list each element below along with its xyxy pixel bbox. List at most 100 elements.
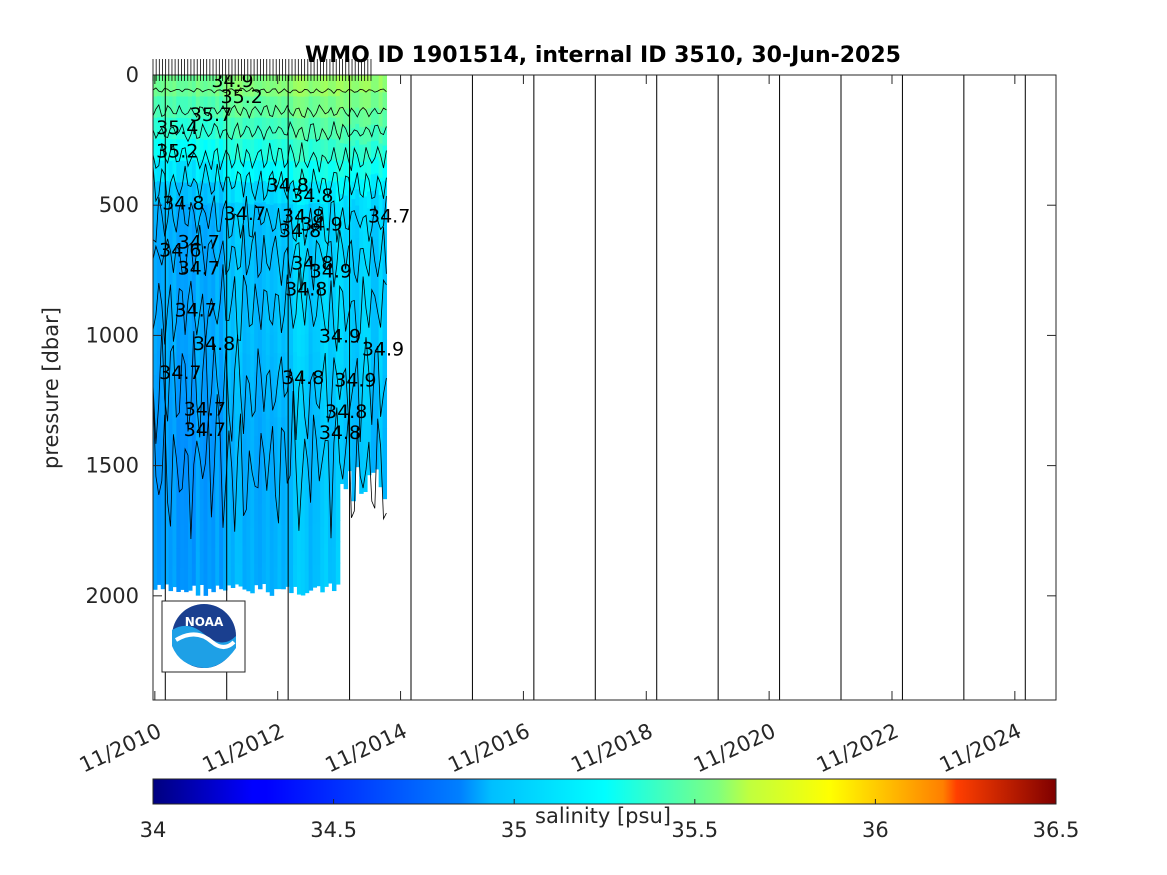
contour-label: 34.8 xyxy=(325,401,367,423)
field-cell xyxy=(285,458,290,481)
field-cell xyxy=(215,351,220,374)
field-cell xyxy=(176,225,181,248)
contour-label: 34.8 xyxy=(282,367,324,389)
field-cell xyxy=(199,350,205,373)
field-cell xyxy=(355,254,360,272)
field-cell xyxy=(308,418,314,441)
field-cell xyxy=(188,354,193,377)
field-cell xyxy=(238,202,244,225)
field-cell xyxy=(343,109,349,128)
field-cell xyxy=(366,274,372,293)
field-cell xyxy=(265,161,271,184)
field-cell xyxy=(195,205,201,228)
field-cell xyxy=(312,565,317,588)
field-cell xyxy=(300,291,306,314)
field-cell xyxy=(223,182,228,205)
field-cell xyxy=(203,508,209,531)
field-cell xyxy=(176,397,181,420)
field-cell xyxy=(273,481,279,504)
field-cell xyxy=(269,486,275,510)
field-cell xyxy=(153,310,158,333)
field-cell xyxy=(359,249,364,268)
field-cell xyxy=(234,244,240,267)
field-cell xyxy=(184,483,189,507)
field-cell xyxy=(219,524,224,547)
field-cell xyxy=(195,378,201,401)
field-cell xyxy=(355,303,360,321)
field-cell xyxy=(156,520,162,543)
field-cell xyxy=(304,312,310,335)
field-cell xyxy=(180,225,185,248)
field-cell xyxy=(343,299,349,317)
field-cell xyxy=(273,139,279,162)
field-cell xyxy=(339,381,345,399)
field-cell xyxy=(328,434,333,457)
field-cell xyxy=(335,244,341,267)
field-cell xyxy=(293,373,298,396)
field-cell xyxy=(261,223,267,246)
field-cell xyxy=(176,311,181,334)
field-cell xyxy=(188,225,193,248)
field-cell xyxy=(382,198,388,217)
contour-label: 34.9 xyxy=(319,325,361,347)
field-cell xyxy=(230,288,236,311)
field-cell xyxy=(296,507,302,530)
plot-area: 34.935.235.735.435.234.834.834.834.7 34.8… xyxy=(153,75,1026,700)
field-cell xyxy=(258,417,263,440)
field-cell xyxy=(168,268,174,291)
field-cell xyxy=(296,226,302,249)
field-cell xyxy=(308,182,314,205)
field-cell xyxy=(172,75,177,97)
field-cell xyxy=(242,182,247,205)
field-cell xyxy=(304,204,310,227)
field-cell xyxy=(370,455,376,473)
field-cell xyxy=(285,437,290,460)
field-cell xyxy=(156,265,162,288)
field-cell xyxy=(258,524,263,547)
field-cell xyxy=(312,245,317,268)
field-cell xyxy=(320,225,325,248)
field-cell xyxy=(238,287,244,310)
field-cell xyxy=(195,530,201,553)
field-cell xyxy=(265,311,271,334)
field-cell xyxy=(285,138,290,161)
field-cell xyxy=(335,181,341,203)
field-cell xyxy=(281,331,286,354)
field-cell xyxy=(160,181,166,204)
field-cell xyxy=(289,333,294,356)
field-cell xyxy=(258,567,263,590)
field-cell xyxy=(331,75,337,98)
contour-label: 34.8 xyxy=(319,422,361,444)
field-cell xyxy=(215,245,220,267)
field-cell xyxy=(160,502,166,525)
field-cell xyxy=(293,501,298,524)
field-cell xyxy=(215,266,220,289)
field-cell xyxy=(223,225,228,248)
field-cell xyxy=(382,163,388,182)
field-cell xyxy=(246,504,251,527)
field-cell xyxy=(226,287,232,310)
field-cell xyxy=(374,222,380,240)
field-cell xyxy=(273,502,279,525)
field-cell xyxy=(343,454,349,472)
field-cell xyxy=(215,521,220,544)
field-cell xyxy=(382,127,388,147)
field-cell xyxy=(223,160,228,183)
field-cell xyxy=(188,182,193,205)
field-cell xyxy=(226,542,232,565)
field-cell xyxy=(164,223,170,246)
field-cell xyxy=(164,456,170,479)
field-cell xyxy=(335,393,341,415)
field-cell xyxy=(207,545,212,568)
field-cell xyxy=(370,372,376,391)
field-cell xyxy=(203,313,209,336)
field-cell xyxy=(188,117,193,140)
field-cell xyxy=(359,144,364,163)
field-cell xyxy=(277,374,282,397)
field-cell xyxy=(281,117,286,140)
field-cell xyxy=(160,203,166,226)
field-cell xyxy=(324,437,329,460)
field-cell xyxy=(230,566,236,588)
x-tick-label: 11/2024 xyxy=(936,719,1025,778)
field-cell xyxy=(300,486,306,509)
